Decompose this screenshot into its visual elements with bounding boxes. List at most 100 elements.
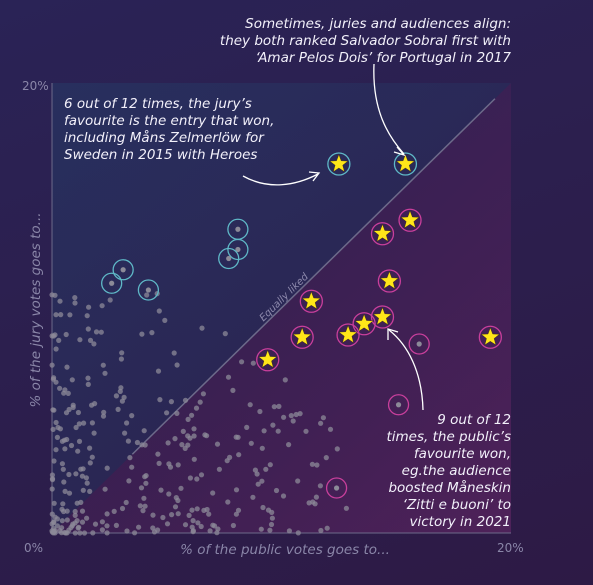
annotation-line: they both ranked Salvador Sobral first w…	[219, 33, 511, 49]
entry-dot	[165, 440, 171, 446]
entry-dot	[310, 499, 316, 505]
entry-dot	[137, 503, 143, 509]
star-icon	[372, 223, 393, 242]
entry-dot	[320, 415, 326, 421]
winner-star	[370, 305, 395, 329]
winner-star	[336, 323, 360, 347]
winner-star	[478, 325, 502, 349]
jury-favourite	[112, 259, 134, 281]
entry-dot	[182, 522, 189, 528]
entry-dot	[149, 330, 155, 336]
entry-dot	[286, 442, 292, 448]
winner-ring	[393, 152, 418, 176]
entry-dot	[186, 512, 192, 519]
entry-dot	[252, 467, 258, 473]
entry-dot	[255, 481, 261, 487]
annotation-line: Sweden in 2015 with Heroes	[64, 147, 258, 163]
winner-star	[393, 152, 418, 176]
winner-ring	[299, 289, 323, 313]
entry-dot	[327, 426, 334, 432]
entry-dot	[99, 527, 105, 533]
entry-dot	[210, 490, 216, 496]
entry-dot	[259, 478, 265, 484]
y-max-tick: 20%	[22, 79, 49, 93]
entry-dot	[207, 528, 213, 534]
arrowhead-top	[393, 146, 406, 157]
equal-preference-diagonal	[131, 98, 496, 455]
entry-dot	[49, 476, 56, 482]
entry-dot	[104, 465, 110, 471]
entry-dot	[191, 426, 197, 432]
entry-dot	[164, 410, 170, 416]
public-favourite-dot	[333, 485, 340, 491]
entry-dot	[139, 331, 145, 337]
entry-dot	[51, 458, 57, 464]
entry-dot	[191, 433, 197, 439]
annotation-line: ‘Zitti e buoni’ to	[402, 497, 511, 513]
entry-dot	[102, 370, 108, 376]
entry-dot	[122, 430, 128, 436]
entry-dot	[85, 381, 91, 387]
entry-dot	[247, 402, 253, 408]
entry-dot	[60, 466, 66, 472]
entry-dot	[64, 517, 70, 523]
entry-dot	[273, 487, 280, 494]
entry-dot	[150, 525, 156, 531]
favourite-rings	[101, 218, 430, 499]
entry-dot	[80, 487, 86, 493]
entry-dot	[166, 461, 172, 467]
jury-favourite-dot	[235, 246, 241, 253]
entry-dot	[115, 406, 121, 412]
entry-dot	[136, 524, 142, 530]
entry-dot	[58, 530, 65, 536]
entry-dot	[210, 522, 216, 528]
entry-dot	[73, 471, 79, 477]
entry-dot	[134, 439, 140, 446]
entry-dot	[117, 388, 123, 394]
jury-favourite-ring	[137, 279, 160, 301]
entry-dot	[75, 409, 81, 416]
entry-dot	[174, 410, 180, 416]
entry-dot	[91, 430, 97, 436]
entry-dot	[155, 451, 161, 457]
entry-dot	[129, 464, 135, 470]
public-favourite-ring	[408, 333, 430, 355]
entry-dot	[156, 460, 162, 466]
entry-dot	[191, 456, 197, 462]
entry-dot	[52, 292, 58, 298]
entry-dot	[189, 412, 195, 418]
entry-dot	[202, 432, 208, 438]
entry-dot	[49, 362, 55, 368]
entry-dot	[195, 520, 201, 526]
entry-dot	[87, 488, 93, 494]
winner-ring	[377, 269, 402, 293]
entry-dot	[138, 485, 145, 491]
entry-dot	[214, 441, 221, 447]
entry-dot	[104, 511, 110, 517]
entry-dot	[102, 486, 108, 492]
entry-dot	[317, 483, 323, 489]
entry-dot	[65, 390, 71, 396]
entry-dot	[99, 303, 105, 309]
entry-dot	[80, 466, 86, 472]
winner-star	[352, 312, 376, 336]
entry-dot	[69, 377, 75, 383]
entry-dot	[75, 448, 81, 454]
entry-dot	[83, 475, 89, 481]
entry-dot	[150, 512, 156, 518]
entry-dot	[49, 486, 55, 492]
entry-dot	[155, 368, 162, 374]
entry-dot	[123, 499, 129, 506]
entry-dot	[111, 508, 117, 514]
arrow-public	[388, 329, 424, 411]
entry-dot	[281, 414, 287, 420]
entry-dot	[93, 329, 100, 335]
entry-dot	[129, 413, 135, 419]
entry-dot	[119, 350, 125, 356]
entry-dot	[190, 528, 196, 534]
entry-dot	[334, 446, 340, 452]
entry-dot	[59, 518, 65, 524]
entry-dot	[160, 514, 166, 521]
annotation-line: eg.the audience	[401, 463, 511, 479]
jury-favourite-dot	[235, 226, 241, 232]
